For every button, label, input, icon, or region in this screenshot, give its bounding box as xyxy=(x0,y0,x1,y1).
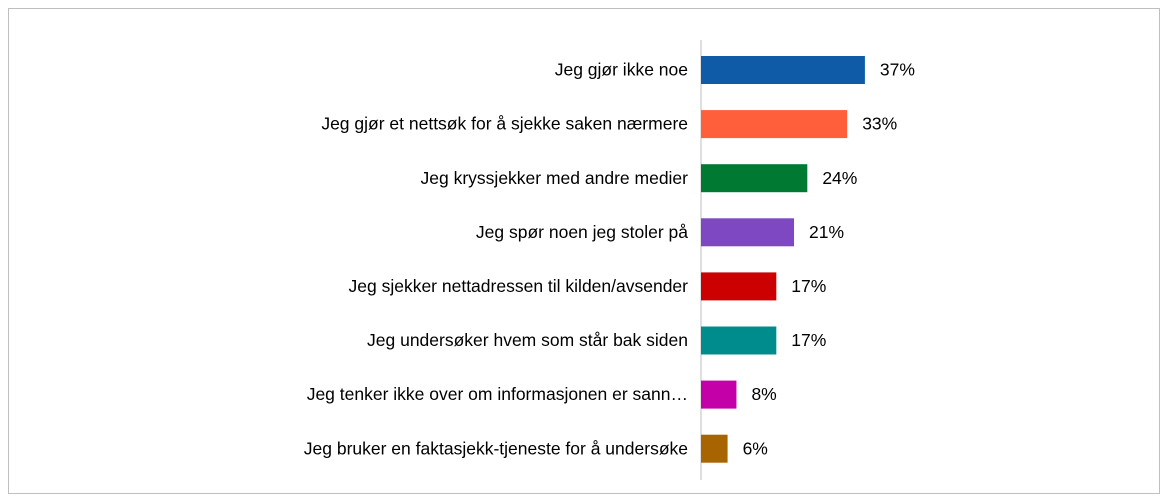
value-label: 21% xyxy=(809,222,844,242)
value-label: 8% xyxy=(751,384,776,404)
value-label: 17% xyxy=(791,276,826,296)
chart-border xyxy=(8,8,1160,494)
value-label: 24% xyxy=(822,168,857,188)
bar xyxy=(701,110,848,139)
bar xyxy=(701,326,777,355)
category-label: Jeg bruker en faktasjekk-tjeneste for å … xyxy=(304,438,688,458)
category-label: Jeg gjør ikke noe xyxy=(555,60,688,80)
bar xyxy=(701,218,795,247)
bar xyxy=(701,380,737,409)
bar xyxy=(701,56,865,84)
category-label: Jeg spør noen jeg stoler på xyxy=(476,222,688,242)
category-label: Jeg sjekker nettadressen til kilden/avse… xyxy=(349,276,689,296)
bar xyxy=(701,164,808,193)
value-label: 37% xyxy=(880,60,915,80)
bar xyxy=(701,434,728,463)
category-label: Jeg kryssjekker med andre medier xyxy=(421,168,689,188)
value-label: 33% xyxy=(862,114,897,134)
value-label: 6% xyxy=(743,438,768,458)
value-label: 17% xyxy=(791,330,826,350)
bar xyxy=(701,272,777,301)
category-label: Jeg tenker ikke over om informasjonen er… xyxy=(307,384,688,404)
category-label: Jeg undersøker hvem som står bak siden xyxy=(367,330,688,350)
category-label: Jeg gjør et nettsøk for å sjekke saken n… xyxy=(321,114,688,134)
